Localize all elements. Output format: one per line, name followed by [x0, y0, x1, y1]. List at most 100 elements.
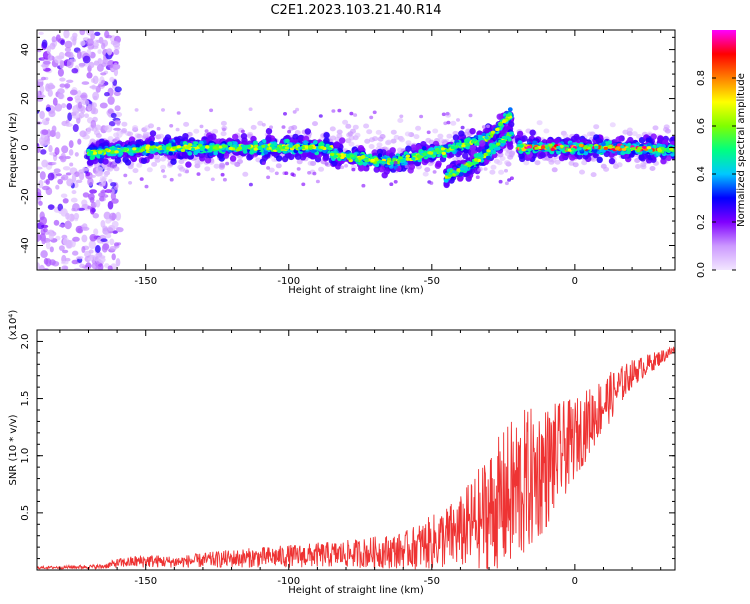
heatmap-cell — [101, 149, 107, 153]
heatmap-cell — [503, 136, 509, 140]
heatmap-cell — [663, 127, 669, 132]
heatmap-cell — [312, 171, 317, 176]
heatmap-cell — [149, 140, 155, 146]
heatmap-cell — [86, 72, 93, 79]
heatmap-cell — [486, 155, 491, 160]
heatmap-cell — [111, 220, 119, 228]
heatmap-cell — [210, 177, 215, 182]
heatmap-cell — [148, 123, 154, 129]
heatmap-cell — [174, 136, 181, 144]
heatmap-cell — [114, 105, 121, 112]
heatmap-cell — [284, 146, 290, 150]
heatmap-cell — [288, 144, 293, 148]
heatmap-cell — [297, 146, 303, 150]
heatmap-cell — [72, 203, 80, 212]
heatmap-cell — [94, 163, 101, 168]
heatmap-cell — [37, 166, 43, 170]
heatmap-cell — [114, 150, 119, 154]
colorbar-tick-label: 0.8 — [696, 70, 707, 86]
heatmap-cell — [169, 124, 174, 128]
heatmap-cell — [39, 85, 45, 94]
heatmap-cell — [102, 125, 109, 131]
heatmap-cell — [100, 72, 107, 76]
heatmap-cell — [41, 185, 50, 191]
heatmap-cell — [390, 138, 397, 144]
heatmap-cell — [81, 246, 86, 253]
heatmap-cell — [111, 253, 116, 261]
heatmap-cell — [437, 137, 444, 143]
heatmap-cell — [534, 146, 539, 150]
heatmap-cell — [127, 131, 134, 137]
heatmap-cell — [63, 30, 70, 39]
heatmap-cell — [89, 174, 96, 178]
heatmap-cell — [208, 151, 214, 157]
heatmap-cell — [45, 117, 50, 122]
heatmap-cell — [220, 120, 227, 126]
heatmap-cell — [364, 158, 369, 163]
heatmap-cell — [128, 147, 133, 151]
heatmap-cell — [84, 113, 90, 119]
heatmap-cell — [477, 154, 483, 158]
heatmap-cell — [71, 190, 77, 195]
snr-panel: -150 -100 -50 00.51.01.52.0 Height of strai… — [8, 310, 676, 596]
heatmap-cell — [204, 166, 211, 172]
spectrogram-heatmap — [37, 30, 675, 270]
heatmap-cell — [113, 127, 122, 131]
heatmap-cell — [186, 145, 191, 149]
heatmap-cell — [222, 177, 227, 182]
heatmap-cell — [41, 39, 48, 49]
heatmap-cell — [121, 121, 128, 127]
heatmap-cell — [349, 154, 355, 158]
heatmap-cell — [59, 59, 65, 69]
heatmap-cell — [475, 142, 480, 146]
heatmap-cell — [387, 157, 392, 161]
heatmap-cell — [89, 206, 95, 215]
heatmap-cell — [539, 151, 546, 159]
heatmap-cell — [460, 167, 465, 171]
heatmap-cell — [441, 151, 446, 155]
heatmap-cell — [615, 146, 621, 150]
heatmap-cell — [275, 163, 282, 169]
heatmap-cell — [370, 158, 375, 162]
heatmap-cell — [631, 147, 636, 151]
heatmap-cell — [275, 147, 280, 151]
heatmap-cell — [210, 133, 217, 140]
heatmap-cell — [87, 103, 92, 112]
heatmap-cell — [536, 120, 543, 126]
heatmap-cell — [96, 236, 105, 244]
heatmap-cell — [246, 154, 253, 161]
heatmap-cell — [313, 140, 318, 145]
heatmap-cell — [225, 161, 230, 166]
heatmap-cell — [45, 241, 51, 250]
heatmap-cell — [75, 179, 83, 184]
heatmap-cell — [426, 130, 431, 135]
heatmap-cell — [381, 160, 386, 165]
heatmap-cell — [40, 250, 48, 259]
heatmap-cell — [212, 128, 219, 134]
heatmap-cell — [158, 133, 164, 139]
heatmap-cell — [88, 240, 96, 250]
heatmap-cell — [270, 144, 275, 148]
x-tick-label: -50 — [424, 276, 440, 287]
heatmap-cell — [45, 178, 50, 185]
heatmap-cell — [139, 177, 144, 181]
heatmap-cell — [98, 83, 106, 88]
heatmap-cell — [112, 230, 118, 234]
heatmap-cell — [649, 166, 656, 171]
heatmap-cell — [363, 123, 370, 129]
heatmap-cell — [609, 122, 616, 128]
heatmap-cell — [481, 125, 486, 129]
heatmap-cell — [73, 212, 80, 220]
heatmap-cell — [498, 169, 505, 175]
heatmap-cell — [441, 112, 446, 117]
heatmap-cell — [237, 159, 243, 164]
heatmap-cell — [421, 146, 427, 151]
heatmap-cell — [59, 83, 66, 88]
heatmap-cell — [456, 118, 460, 122]
heatmap-cell — [106, 48, 113, 55]
heatmap-cell — [404, 131, 411, 137]
heatmap-cell — [237, 146, 242, 150]
heatmap-cell — [462, 152, 469, 159]
heatmap-cell — [447, 174, 453, 178]
